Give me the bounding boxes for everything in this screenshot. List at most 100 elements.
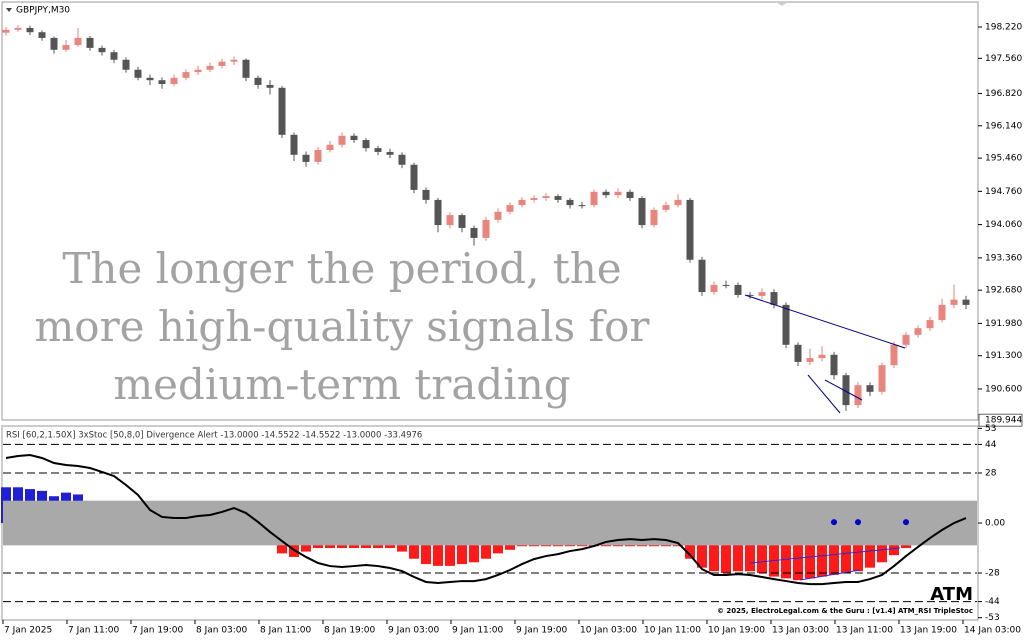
price-pane (1, 1, 979, 421)
candle-body (650, 209, 658, 226)
candle-body (134, 69, 142, 78)
candle-body (782, 304, 790, 345)
x-tick-label: 9 Jan 03:00 (388, 626, 440, 636)
candle-body (266, 84, 274, 88)
candle-body (206, 65, 214, 70)
candle-body (806, 358, 814, 362)
candle-body (350, 135, 358, 141)
y-tick-label: 194.760 (985, 187, 1022, 197)
y-tick-label: 196.820 (985, 89, 1022, 99)
rsi-line (5, 453, 967, 586)
candle-body (338, 135, 346, 145)
candle-body (746, 294, 754, 296)
y-tick-label: 192.680 (985, 286, 1022, 296)
histogram-bar (817, 523, 827, 577)
y-tick-label: 44 (985, 440, 997, 450)
candle-body (854, 385, 862, 406)
y-tick-label: 193.360 (985, 253, 1022, 263)
candle-body (494, 211, 502, 220)
histogram-bar (805, 523, 815, 579)
x-tick-label: 13 Jan 03:00 (772, 626, 829, 636)
candle-body (302, 154, 310, 162)
candle-body (146, 77, 154, 81)
histogram-bar (709, 523, 719, 572)
candle-body (890, 344, 898, 366)
indicator-layer (1, 443, 977, 603)
candle-body (578, 205, 586, 207)
candle-body (734, 284, 742, 295)
last-price-box (978, 413, 1023, 427)
candle-body (710, 284, 718, 293)
candle-body (278, 87, 286, 135)
candle-body (662, 205, 670, 210)
indicator-trendline (749, 547, 901, 564)
candle-body (590, 191, 598, 206)
candle-body (866, 385, 874, 392)
histogram-bar (793, 523, 803, 581)
indicator-title: RSI [60,2,1.50X] 3xStoc [50,8,0] Diverge… (6, 431, 422, 441)
signal-dot (855, 519, 861, 526)
histogram-bar (733, 523, 743, 572)
candle-body (314, 150, 322, 162)
y-tick-label: 0.00 (985, 519, 1005, 529)
y-tick-label: 197.560 (985, 54, 1022, 64)
candle-body (62, 45, 70, 50)
candle-body (434, 199, 442, 226)
candle-body (242, 59, 250, 78)
x-tick-label: 8 Jan 03:00 (196, 626, 248, 636)
trendline (807, 374, 841, 414)
candle-body (602, 191, 610, 196)
candle-body (614, 191, 622, 196)
candle-body (482, 219, 490, 238)
candle-body (470, 227, 478, 238)
x-tick-label: 7 Jan 19:00 (132, 626, 184, 636)
y-tick-label: 191.980 (985, 319, 1022, 329)
candle-body (386, 151, 394, 155)
x-tick-label: 13 Jan 11:00 (836, 626, 893, 636)
x-tick-label: 10 Jan 19:00 (708, 626, 765, 636)
candle-body (50, 37, 58, 50)
indicator-trendline (799, 569, 861, 581)
histogram-bar (745, 523, 755, 572)
histogram-bar (853, 523, 863, 572)
x-tick-label: 8 Jan 19:00 (324, 626, 376, 636)
x-tick-label: 9 Jan 19:00 (516, 626, 568, 636)
candle-body (374, 148, 382, 152)
x-tick-label: 14 Jan 03:00 (964, 626, 1021, 636)
overlay-line: more high-quality signals for (34, 302, 650, 351)
x-tick-label: 13 Jan 19:00 (900, 626, 957, 636)
candle-body (26, 27, 34, 33)
candle-body (518, 199, 526, 206)
x-tick-label: 10 Jan 03:00 (580, 626, 637, 636)
candle-body (830, 354, 838, 376)
last-price-label: 189.944 (985, 416, 1022, 426)
candle-body (110, 52, 118, 60)
candle-body (2, 29, 10, 33)
x-tick-label: 10 Jan 11:00 (644, 626, 701, 636)
candle-body (542, 196, 550, 199)
histogram-bar (841, 523, 851, 574)
candle-body (122, 59, 130, 70)
candle-body (422, 189, 430, 200)
candle-body (362, 140, 370, 149)
candle-body (182, 72, 190, 78)
y-tick-label: -28 (985, 569, 1000, 579)
candle-body (674, 199, 682, 206)
candle-body (458, 215, 466, 228)
candle-body (194, 69, 202, 73)
candle-body (410, 164, 418, 190)
candle-body (938, 304, 946, 321)
x-tick-label: 8 Jan 11:00 (260, 626, 312, 636)
y-tick-label: 198.220 (985, 22, 1022, 32)
copyright: © 2025, ElectroLegal.com & the Guru : [v… (717, 607, 973, 615)
y-tick-label: 196.140 (985, 121, 1022, 131)
candle-body (878, 365, 886, 392)
trendline (744, 294, 906, 349)
x-tick-label: 9 Jan 11:00 (452, 626, 504, 636)
histogram-bar (721, 523, 731, 574)
candle-body (758, 292, 766, 296)
candle-body (218, 61, 226, 66)
histogram-bar (757, 523, 767, 574)
candle-body (74, 37, 82, 46)
